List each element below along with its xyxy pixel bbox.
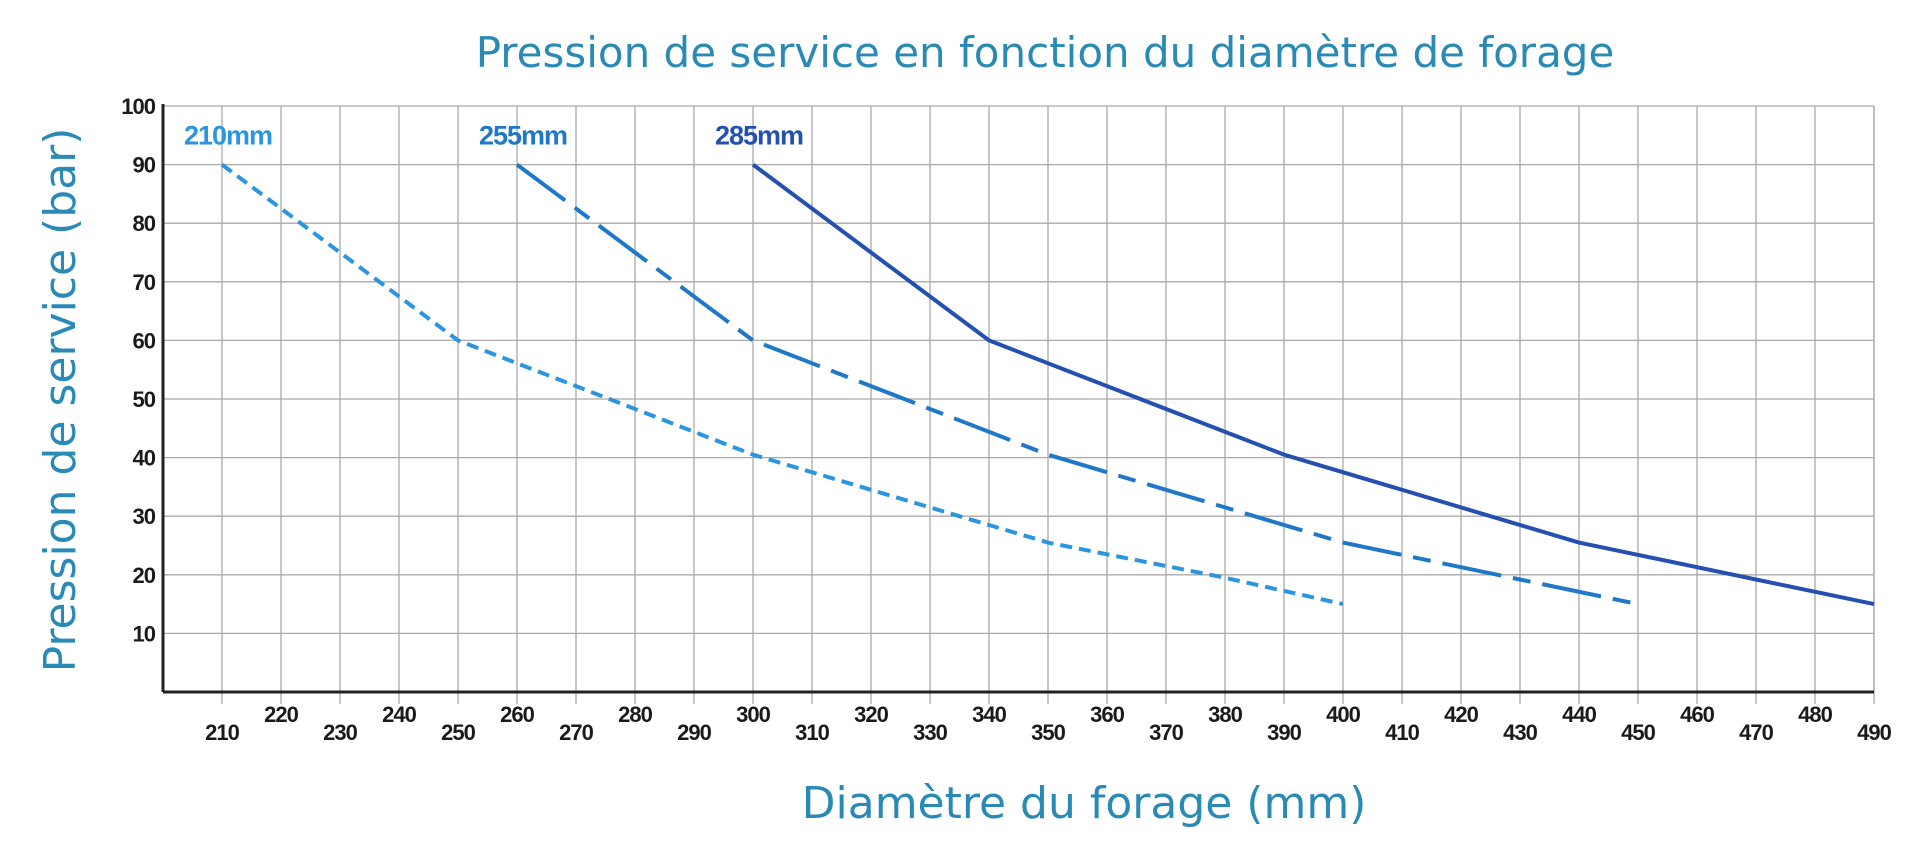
series-line-285mm [751,162,1875,607]
x-tick-label: 450 [1621,720,1655,745]
x-tick-label: 470 [1739,720,1773,745]
y-tick-label: 30 [133,504,156,529]
x-tick-label: 480 [1798,702,1832,727]
grid [163,105,1875,704]
x-tick-label: 340 [972,702,1006,727]
x-tick-label: 440 [1562,702,1596,727]
x-tick-label: 410 [1385,720,1419,745]
y-axis-label: Pression de service (bar) [35,128,86,673]
y-tick-label: 50 [133,387,156,412]
x-tick-label: 330 [913,720,947,745]
x-tick-label: 230 [323,720,357,745]
x-tick-label: 430 [1503,720,1537,745]
x-axis-label: Diamètre du forage (mm) [802,778,1367,829]
y-tick-label: 20 [133,563,156,588]
x-tick-label: 210 [205,720,239,745]
x-tick-label: 220 [264,702,298,727]
x-tick-label: 290 [677,720,711,745]
x-tick-labels: 210 220 230 240 250 260 270 280 290 300 310 320 330 3… [205,702,1892,745]
x-tick-label: 360 [1090,702,1124,727]
series-line-210mm [220,162,1344,607]
x-tick-label: 460 [1680,702,1714,727]
series-label-285mm: 285mm [715,120,803,150]
series-label-210mm: 210mm [184,120,272,150]
x-tick-label: 260 [500,702,534,727]
series-label-255mm: 255mm [479,120,567,150]
y-tick-label: 90 [133,153,156,178]
y-tick-label: 100 [121,94,155,119]
y-tick-label: 70 [133,270,156,295]
x-tick-label: 400 [1326,702,1360,727]
x-tick-label: 380 [1208,702,1242,727]
x-tick-label: 310 [795,720,829,745]
x-tick-label: 490 [1857,720,1891,745]
y-tick-label: 80 [133,211,156,236]
y-tick-label: 40 [133,446,156,471]
y-tick-labels: 10 20 30 40 50 60 70 80 90 100 [121,94,156,646]
x-tick-label: 370 [1149,720,1183,745]
y-tick-label: 10 [133,621,156,646]
series-labels: 210mm 255mm 285mm [184,120,804,150]
x-tick-label: 350 [1031,720,1065,745]
x-tick-label: 420 [1444,702,1478,727]
x-tick-label: 390 [1267,720,1301,745]
y-tick-label: 60 [133,328,156,353]
x-tick-label: 250 [441,720,475,745]
axes [161,104,1874,694]
chart-title: Pression de service en fonction du diamè… [476,28,1615,77]
x-tick-label: 300 [736,702,770,727]
x-tick-label: 270 [559,720,593,745]
x-tick-label: 320 [854,702,888,727]
x-tick-label: 280 [618,702,652,727]
x-tick-label: 240 [382,702,416,727]
series-line-255mm [515,162,1639,607]
series-lines [220,162,1875,607]
